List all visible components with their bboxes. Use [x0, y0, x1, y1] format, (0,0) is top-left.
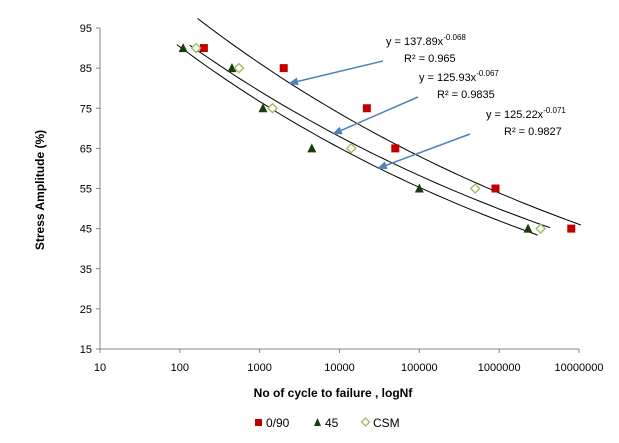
- annotation-arrow: [376, 133, 471, 170]
- point-45: [227, 63, 237, 73]
- legend-label: 0/90: [266, 416, 290, 430]
- x-axis-ticks: 10 100 1000 10000 100000 1000000 10000000: [94, 349, 604, 374]
- legend-marker-45: [314, 418, 321, 426]
- y-tick-label: 35: [80, 264, 92, 276]
- point-0-90: [362, 104, 371, 113]
- point-csm: [233, 62, 245, 74]
- x-tick-label: 1000000: [478, 362, 521, 374]
- trendline-45: [176, 44, 538, 236]
- x-tick-label: 10000000: [555, 362, 604, 374]
- annotation-arrow: [332, 96, 419, 135]
- point-45: [307, 143, 317, 153]
- x-axis-title: No of cycle to failure , logNf: [254, 386, 414, 400]
- point-csm: [267, 102, 278, 114]
- legend-marker-csm: [360, 417, 371, 427]
- trendlines: [176, 18, 581, 236]
- y-tick-label: 95: [80, 23, 92, 35]
- legend: 0/90 45 CSM: [255, 416, 400, 430]
- x-tick-label: 100: [171, 362, 189, 374]
- point-0-90: [279, 64, 288, 73]
- y-tick-label: 85: [80, 63, 92, 75]
- point-csm: [535, 223, 546, 235]
- annotation-arrow: [288, 60, 384, 86]
- y-axis-ticks: 15 25 35 45 55 65 75 85 95: [80, 23, 100, 356]
- y-tick-label: 15: [80, 344, 92, 356]
- r-squared-label: R² = 0.9827: [504, 126, 562, 138]
- y-tick-label: 25: [80, 304, 92, 316]
- equation-label: y = 125.93x-0.067: [419, 69, 499, 84]
- x-tick-label: 100000: [401, 362, 438, 374]
- annotation-arrows: [288, 60, 471, 170]
- x-tick-label: 10: [94, 362, 106, 374]
- y-axis-title: Stress Amplitude (%): [33, 130, 47, 250]
- plot-frame: [99, 28, 579, 350]
- point-45: [523, 223, 533, 233]
- equation-label: y = 125.22x-0.071: [486, 106, 566, 121]
- point-csm: [345, 142, 357, 154]
- x-tick-label: 10000: [324, 362, 355, 374]
- point-0-90: [391, 144, 400, 153]
- y-tick-label: 55: [80, 184, 92, 196]
- r-squared-label: R² = 0.9835: [437, 89, 495, 101]
- point-0-90: [567, 224, 576, 233]
- legend-label: 45: [325, 416, 339, 430]
- data-points: [178, 42, 576, 235]
- y-tick-label: 45: [80, 224, 92, 236]
- equation-label: y = 137.89x-0.068: [386, 33, 466, 48]
- y-tick-label: 75: [80, 103, 92, 115]
- point-csm: [469, 183, 481, 194]
- point-45: [178, 43, 188, 53]
- legend-label: CSM: [373, 416, 400, 430]
- x-tick-label: 1000: [247, 362, 271, 374]
- r-squared-label: R² = 0.965: [404, 53, 456, 65]
- point-0-90: [491, 184, 500, 193]
- trendline-equations: y = 137.89x-0.068 R² = 0.965 y = 125.93x-0…: [386, 33, 566, 138]
- point-0-90: [199, 44, 208, 53]
- y-tick-label: 65: [80, 143, 92, 155]
- trendline-0-90: [197, 18, 581, 226]
- trendline-CSM: [189, 44, 551, 229]
- point-45: [414, 183, 424, 193]
- point-45: [258, 103, 268, 113]
- point-csm: [190, 42, 202, 54]
- legend-marker-0-90: [255, 419, 262, 426]
